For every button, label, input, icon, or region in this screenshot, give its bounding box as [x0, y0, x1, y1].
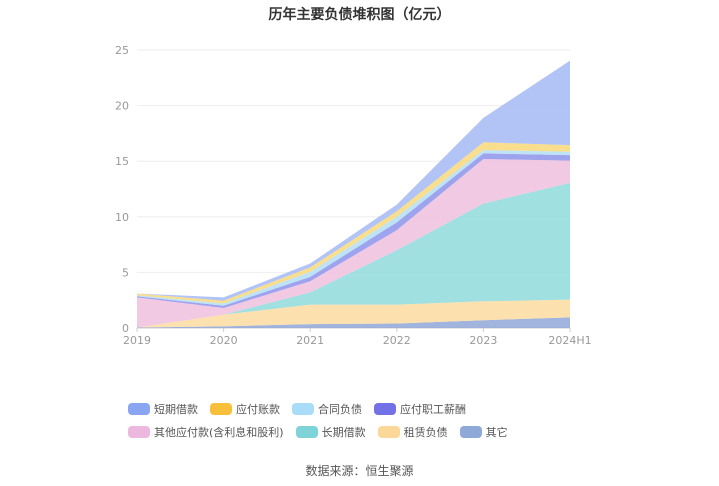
- y-tick-label: 25: [115, 44, 129, 57]
- y-tick-label: 20: [115, 100, 129, 113]
- area-series-长期借款: [137, 182, 570, 328]
- chart-title: 历年主要负债堆积图（亿元）: [268, 7, 451, 23]
- legend-swatch: [374, 403, 396, 415]
- legend-label: 其他应付款(含利息和股利): [154, 426, 284, 439]
- x-tick-label: 2022: [383, 334, 411, 347]
- legend-label: 应付职工薪酬: [400, 403, 466, 416]
- y-tick-label: 0: [122, 322, 129, 335]
- x-tick-label: 2019: [123, 334, 151, 347]
- x-tick-label: 2023: [469, 334, 497, 347]
- legend-swatch: [377, 426, 400, 438]
- legend-swatch: [459, 426, 482, 438]
- legend-label: 长期借款: [321, 426, 366, 439]
- y-tick-label: 5: [122, 266, 129, 279]
- area-series-其它: [137, 317, 570, 328]
- area-layer: [137, 60, 570, 328]
- legend-label: 租赁负债: [403, 426, 448, 439]
- axis-layer: 0 5 10 15 20 25 2019 2020 2021 2022 2023 2024H1: [115, 44, 592, 347]
- legend-label: 短期借款: [154, 403, 198, 416]
- y-tick-label: 10: [115, 211, 129, 224]
- legend-label: 合同负债: [318, 403, 362, 416]
- legend-label: 应付账款: [236, 403, 280, 416]
- legend-item[interactable]: 应付账款: [210, 401, 280, 417]
- y-tick-label: 15: [115, 155, 129, 168]
- legend: 短期借款 应付账款 合同负债 应付职工薪酬其他应付款(含利息和股利) 长期借款 租赁负债 其…: [128, 400, 608, 446]
- legend-item[interactable]: 合同负债: [292, 401, 362, 417]
- legend-item[interactable]: 长期借款: [295, 424, 366, 440]
- x-tick-label: 2021: [296, 334, 324, 347]
- legend-swatch: [292, 403, 314, 415]
- legend-item[interactable]: 短期借款: [128, 401, 198, 417]
- legend-item[interactable]: 其他应付款(含利息和股利): [128, 424, 284, 440]
- area-series-租赁负债: [137, 299, 570, 328]
- source-note: 数据来源：恒生聚源: [305, 464, 414, 478]
- legend-swatch: [128, 403, 150, 415]
- legend-swatch: [128, 426, 150, 438]
- area-series-其他应付款(含利息和股利): [137, 158, 570, 328]
- x-tick-label: 2024H1: [548, 334, 591, 347]
- x-tick-label: 2020: [210, 334, 238, 347]
- legend-label: 其它: [485, 426, 508, 439]
- legend-item[interactable]: 应付职工薪酬: [374, 401, 466, 417]
- legend-swatch: [295, 426, 318, 438]
- legend-item[interactable]: 租赁负债: [377, 424, 448, 440]
- legend-swatch: [210, 403, 232, 415]
- legend-item[interactable]: 其它: [459, 424, 508, 440]
